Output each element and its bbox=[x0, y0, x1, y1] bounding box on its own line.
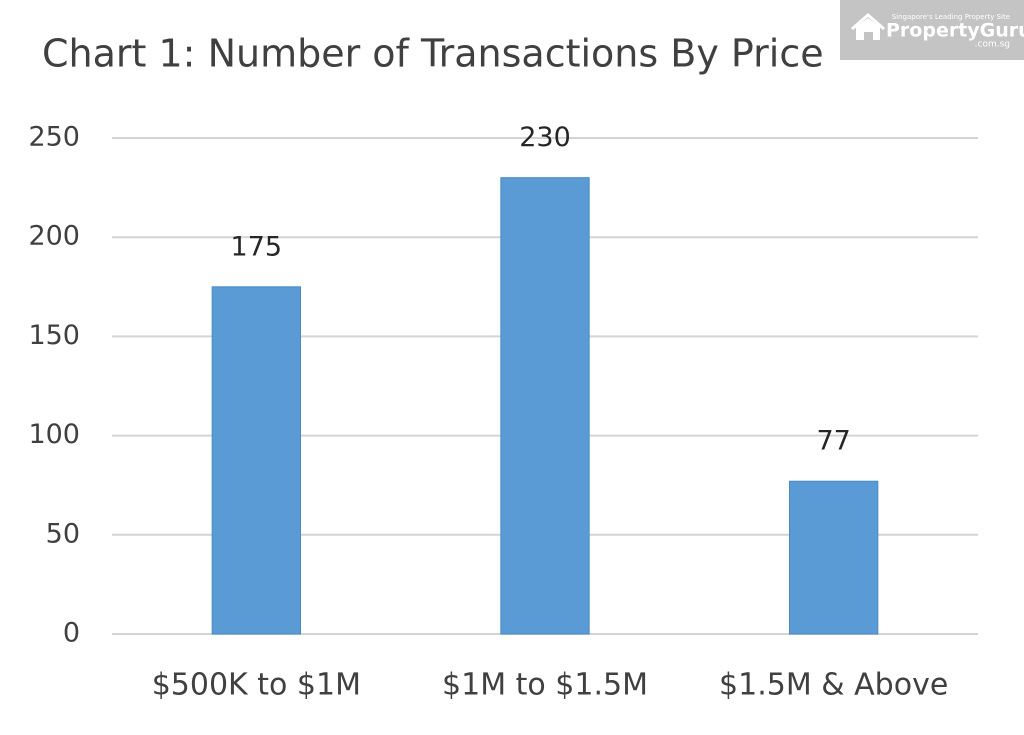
watermark-brand: PropertyGuru bbox=[886, 20, 1024, 42]
x-tick-label: $500K to $1M bbox=[152, 668, 361, 703]
y-tick-label: 200 bbox=[28, 221, 80, 252]
bar bbox=[789, 480, 879, 635]
data-label: 230 bbox=[519, 122, 571, 153]
house-icon bbox=[856, 18, 880, 40]
x-tick-label: $1M to $1.5M bbox=[442, 668, 648, 703]
y-tick-label: 150 bbox=[28, 320, 80, 351]
bar bbox=[211, 286, 301, 635]
house-roof bbox=[851, 13, 885, 31]
bar bbox=[500, 177, 590, 635]
y-tick-label: 250 bbox=[28, 122, 80, 153]
watermark: Singapore's Leading Property Site Proper… bbox=[840, 0, 1024, 60]
data-label: 175 bbox=[231, 231, 283, 262]
y-tick-label: 0 bbox=[63, 618, 80, 649]
y-tick-label: 50 bbox=[46, 518, 80, 549]
chart-title: Chart 1: Number of Transactions By Price bbox=[42, 32, 824, 76]
x-tick-label: $1.5M & Above bbox=[719, 668, 948, 703]
watermark-domain: .com.sg bbox=[975, 40, 1010, 50]
y-tick-label: 100 bbox=[28, 419, 80, 450]
data-label: 77 bbox=[816, 426, 850, 457]
watermark-tagline: Singapore's Leading Property Site bbox=[892, 13, 1010, 21]
